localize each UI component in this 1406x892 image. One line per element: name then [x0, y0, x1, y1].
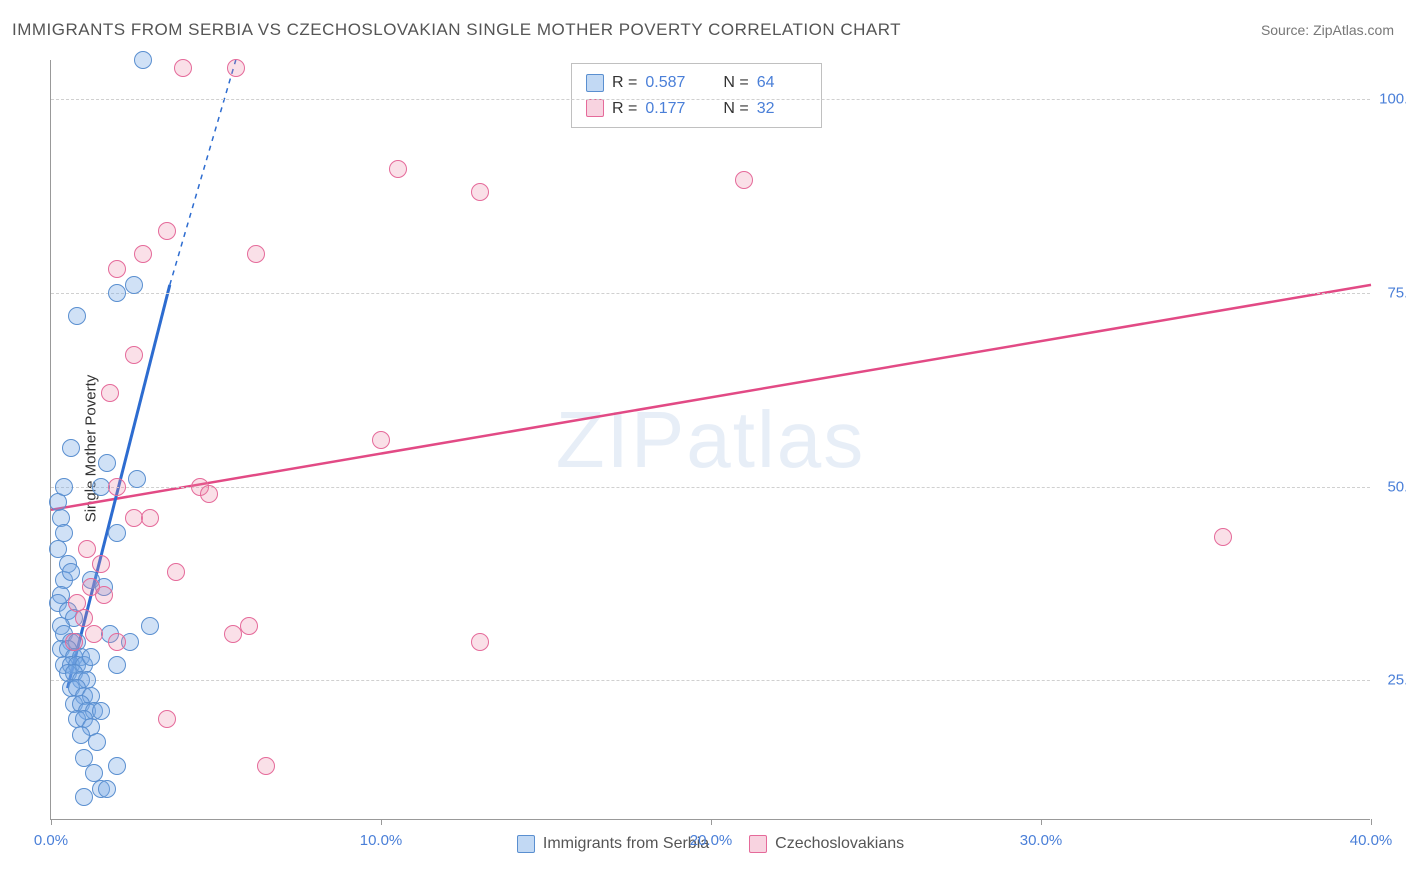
scatter-point-czech: [125, 346, 143, 364]
scatter-point-serbia: [108, 284, 126, 302]
scatter-point-serbia: [108, 656, 126, 674]
scatter-point-serbia: [62, 563, 80, 581]
x-tick: [1371, 819, 1372, 825]
gridline: [51, 293, 1370, 294]
scatter-point-czech: [1214, 528, 1232, 546]
gridline: [51, 680, 1370, 681]
scatter-point-czech: [101, 384, 119, 402]
scatter-point-serbia: [88, 733, 106, 751]
scatter-point-czech: [247, 245, 265, 263]
scatter-point-czech: [95, 586, 113, 604]
scatter-point-czech: [200, 485, 218, 503]
scatter-point-czech: [389, 160, 407, 178]
x-tick: [1041, 819, 1042, 825]
legend-label-serbia: Immigrants from Serbia: [543, 835, 709, 853]
scatter-point-serbia: [128, 470, 146, 488]
scatter-point-czech: [735, 171, 753, 189]
scatter-point-czech: [158, 710, 176, 728]
legend-label-czech: Czechoslovakians: [775, 835, 904, 853]
scatter-point-serbia: [98, 454, 116, 472]
scatter-point-czech: [108, 633, 126, 651]
y-tick-label: 75.0%: [1387, 284, 1406, 301]
scatter-point-czech: [240, 617, 258, 635]
plot-area: ZIPatlas R = 0.587 N = 64 R = 0.177 N = …: [50, 60, 1370, 820]
scatter-point-czech: [85, 625, 103, 643]
scatter-point-serbia: [82, 648, 100, 666]
scatter-point-czech: [134, 245, 152, 263]
x-tick: [51, 819, 52, 825]
scatter-point-czech: [227, 59, 245, 77]
x-tick: [381, 819, 382, 825]
scatter-point-serbia: [125, 276, 143, 294]
scatter-point-serbia: [141, 617, 159, 635]
scatter-point-czech: [125, 509, 143, 527]
trendline-czech: [51, 285, 1371, 510]
x-tick-label: 10.0%: [360, 832, 403, 849]
scatter-point-serbia: [108, 757, 126, 775]
scatter-point-czech: [92, 555, 110, 573]
scatter-point-serbia: [108, 524, 126, 542]
scatter-point-czech: [471, 183, 489, 201]
scatter-point-czech: [108, 478, 126, 496]
scatter-point-czech: [257, 757, 275, 775]
scatter-point-czech: [471, 633, 489, 651]
chart-svg: [51, 60, 1371, 820]
x-tick: [711, 819, 712, 825]
scatter-point-czech: [78, 540, 96, 558]
scatter-point-serbia: [55, 478, 73, 496]
x-tick-label: 30.0%: [1020, 832, 1063, 849]
gridline: [51, 99, 1370, 100]
scatter-point-serbia: [92, 478, 110, 496]
gridline: [51, 487, 1370, 488]
chart-title: IMMIGRANTS FROM SERBIA VS CZECHOSLOVAKIA…: [12, 20, 901, 40]
x-tick-label: 0.0%: [34, 832, 68, 849]
scatter-point-czech: [141, 509, 159, 527]
source-label: Source: ZipAtlas.com: [1261, 22, 1394, 38]
scatter-point-serbia: [134, 51, 152, 69]
scatter-point-serbia: [75, 788, 93, 806]
y-tick-label: 50.0%: [1387, 478, 1406, 495]
y-tick-label: 100.0%: [1379, 90, 1406, 107]
legend-swatch-serbia: [517, 835, 535, 853]
scatter-point-serbia: [98, 780, 116, 798]
legend-swatch-czech: [749, 835, 767, 853]
x-tick-label: 20.0%: [690, 832, 733, 849]
scatter-point-serbia: [68, 307, 86, 325]
scatter-point-czech: [158, 222, 176, 240]
scatter-point-czech: [224, 625, 242, 643]
scatter-point-czech: [174, 59, 192, 77]
scatter-point-czech: [167, 563, 185, 581]
y-tick-label: 25.0%: [1387, 672, 1406, 689]
trendline-serbia-dashed: [170, 60, 236, 285]
scatter-point-serbia: [72, 726, 90, 744]
scatter-point-czech: [372, 431, 390, 449]
scatter-point-serbia: [62, 439, 80, 457]
scatter-point-czech: [65, 633, 83, 651]
x-tick-label: 40.0%: [1350, 832, 1393, 849]
scatter-point-czech: [108, 260, 126, 278]
